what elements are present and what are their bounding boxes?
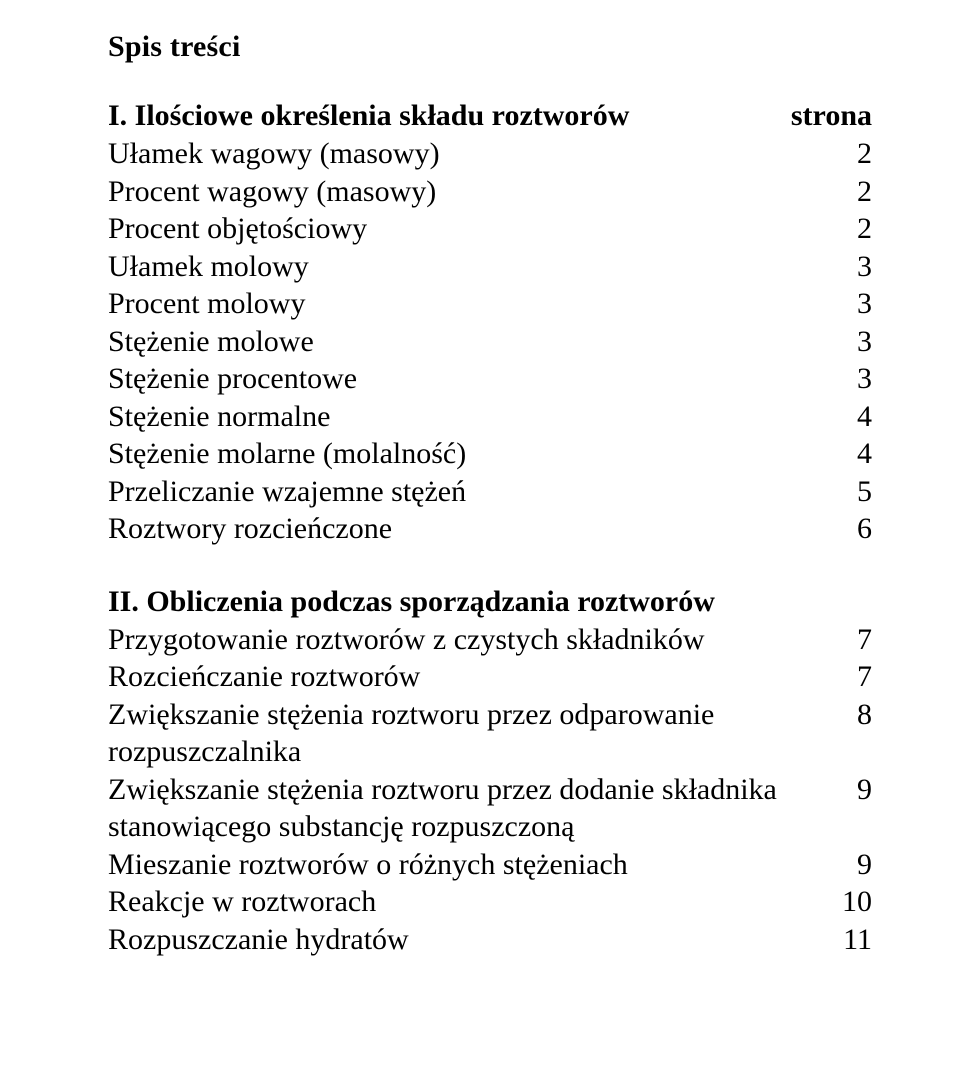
toc-row: Stężenie molarne (molalność) 4 [108,435,872,473]
toc-row: Reakcje w roztworach 10 [108,883,872,921]
toc-row-label: Procent molowy [108,285,812,323]
toc-row: Mieszanie roztworów o różnych stężeniach… [108,846,872,884]
toc-row: Procent objętościowy 2 [108,210,872,248]
toc-row-label: Procent wagowy (masowy) [108,173,812,211]
toc-row-page: 10 [812,883,872,921]
toc-row-page: 7 [812,621,872,659]
section-heading-label: I. Ilościowe określenia składu roztworów [108,96,629,135]
toc-row-page: 2 [812,173,872,211]
page-title: Spis treści [108,30,872,64]
toc-row-label: Reakcje w roztworach [108,883,812,921]
toc-row: Przygotowanie roztworów z czystych skład… [108,621,872,659]
toc-row-label: Rozcieńczanie roztworów [108,658,812,696]
toc-row-page: 7 [812,658,872,696]
toc-row-page: 3 [812,323,872,361]
toc-row: Procent molowy 3 [108,285,872,323]
toc-row: Rozpuszczanie hydratów 11 [108,921,872,959]
toc-row-label: Stężenie procentowe [108,360,812,398]
toc-row-label: Stężenie normalne [108,398,812,436]
toc-row-page: 3 [812,360,872,398]
section-heading-label: II. Obliczenia podczas sporządzania rozt… [108,582,715,621]
toc-row-page: 8 [812,696,872,734]
toc-row-page: 11 [812,921,872,959]
toc-row-label: Zwiększanie stężenia roztworu przez odpa… [108,696,812,771]
section-heading: II. Obliczenia podczas sporządzania rozt… [108,582,872,621]
toc-row: Stężenie normalne 4 [108,398,872,436]
toc-row-label: Ułamek molowy [108,248,812,286]
toc-row: Rozcieńczanie roztworów 7 [108,658,872,696]
toc-row-page: 2 [812,210,872,248]
toc-row-page: 4 [812,435,872,473]
toc-row-label: Ułamek wagowy (masowy) [108,135,812,173]
toc-row-page: 3 [812,248,872,286]
toc-row-label: Stężenie molowe [108,323,812,361]
toc-row: Roztwory rozcieńczone 6 [108,510,872,548]
toc-row-page: 3 [812,285,872,323]
toc-row-page: 9 [812,771,872,809]
toc-row-page: 6 [812,510,872,548]
toc-row-label: Przeliczanie wzajemne stężeń [108,473,812,511]
toc-row-label: Stężenie molarne (molalność) [108,435,812,473]
toc-row-label: Mieszanie roztworów o różnych stężeniach [108,846,812,884]
toc-row: Zwiększanie stężenia roztworu przez odpa… [108,696,872,771]
toc-row-label: Przygotowanie roztworów z czystych skład… [108,621,812,659]
toc-row: Przeliczanie wzajemne stężeń 5 [108,473,872,511]
toc-row-page: 2 [812,135,872,173]
toc-row: Stężenie molowe 3 [108,323,872,361]
toc-row: Ułamek wagowy (masowy) 2 [108,135,872,173]
toc-row: Zwiększanie stężenia roztworu przez doda… [108,771,872,846]
toc-row-page: 9 [812,846,872,884]
toc-section-1: I. Ilościowe określenia składu roztworów… [108,96,872,548]
toc-row-page: 5 [812,473,872,511]
toc-section-2: II. Obliczenia podczas sporządzania rozt… [108,582,872,959]
toc-row: Stężenie procentowe 3 [108,360,872,398]
section-heading-pagecol: strona [791,96,872,135]
toc-row: Ułamek molowy 3 [108,248,872,286]
toc-row-label: Zwiększanie stężenia roztworu przez doda… [108,771,812,846]
toc-row-label: Roztwory rozcieńczone [108,510,812,548]
document-page: Spis treści I. Ilościowe określenia skła… [0,0,960,958]
toc-row-label: Rozpuszczanie hydratów [108,921,812,959]
toc-row: Procent wagowy (masowy) 2 [108,173,872,211]
section-heading: I. Ilościowe określenia składu roztworów… [108,96,872,135]
toc-row-page: 4 [812,398,872,436]
toc-row-label: Procent objętościowy [108,210,812,248]
